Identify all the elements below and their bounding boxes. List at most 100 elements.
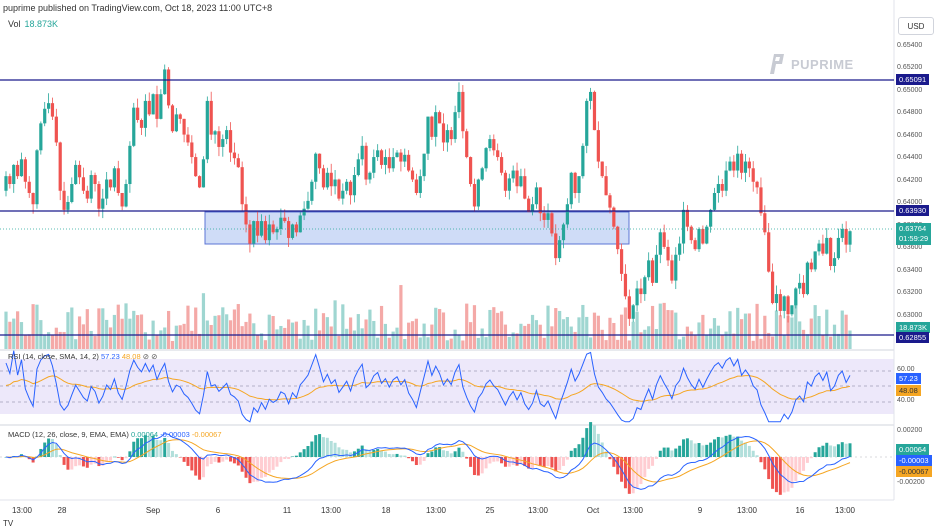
candle-body	[287, 221, 291, 238]
candle-body	[693, 240, 697, 250]
volume-bar	[805, 334, 810, 349]
macd-histogram-bar	[778, 457, 782, 495]
volume-bar	[678, 339, 682, 349]
candle-body	[639, 288, 643, 295]
eye-icon[interactable]: ⊘ ⊘	[142, 352, 158, 361]
volume-bar	[836, 333, 840, 349]
macd-histogram-bar	[140, 438, 144, 457]
macd-histogram-bar	[391, 454, 395, 457]
macd-histogram-bar	[279, 457, 283, 463]
volume-bar	[709, 328, 713, 349]
volume-bar	[66, 312, 70, 349]
macd-histogram-bar	[817, 447, 821, 457]
volume-bar	[461, 340, 465, 349]
macd-histogram-bar	[217, 457, 221, 463]
volume-bar	[449, 338, 453, 349]
macd-histogram-bar	[774, 457, 778, 493]
candle-body	[213, 131, 217, 135]
candle-body	[751, 168, 755, 182]
macd-histogram-bar	[724, 435, 728, 457]
time-label: 6	[215, 506, 221, 515]
time-label: 13:00	[736, 506, 758, 515]
rsi-legend[interactable]: RSI (14, close, SMA, 14, 2) 57.23 48.08 …	[8, 352, 157, 361]
macd-histogram-bar	[693, 443, 697, 457]
candle-body	[685, 209, 689, 227]
macd-histogram-bar	[666, 447, 670, 457]
macd-histogram-bar	[608, 457, 612, 460]
candle-body	[147, 100, 151, 115]
candle-body	[763, 213, 767, 233]
macd-histogram-bar	[562, 457, 566, 466]
macd-histogram-bar	[836, 444, 840, 457]
volume-bar	[430, 324, 434, 349]
macd-histogram-bar	[256, 457, 260, 482]
macd-legend[interactable]: MACD (12, 26, close, 9, EMA, EMA) 0.0006…	[8, 430, 222, 439]
candle-body	[105, 179, 109, 199]
candle-body	[461, 91, 465, 132]
volume-bar	[546, 305, 550, 349]
candle-body	[325, 172, 329, 188]
volume-bar	[306, 325, 310, 349]
volume-bar	[85, 309, 89, 349]
volume-bar	[147, 339, 151, 349]
candle-body	[619, 249, 624, 274]
macd-axis-top: 0.00200	[897, 427, 923, 434]
macd-histogram-bar	[124, 457, 128, 459]
volume-bar	[418, 337, 422, 349]
candle-body	[538, 187, 542, 214]
volume-bar	[290, 322, 295, 349]
candle-body	[186, 134, 190, 143]
volume-bar	[46, 332, 51, 349]
candle-body	[786, 296, 790, 315]
macd-histogram-bar	[589, 422, 593, 457]
candle-body	[832, 258, 837, 266]
candle-body	[35, 150, 39, 205]
macd-histogram-bar	[380, 451, 384, 457]
macd-histogram-bar	[302, 449, 306, 457]
candle-body	[236, 158, 240, 168]
macd-histogram-bar	[840, 442, 844, 457]
volume-bar	[271, 316, 275, 349]
candle-body	[616, 226, 620, 250]
macd-histogram-bar	[538, 457, 542, 467]
candle-body	[712, 193, 717, 210]
macd-hist-value: 0.00064	[130, 430, 159, 439]
volume-bar	[685, 326, 689, 349]
candle-body	[136, 107, 140, 120]
macd-histogram-bar	[515, 457, 519, 466]
volume-bar	[167, 310, 171, 349]
volume-bar	[341, 304, 345, 349]
volume-bar	[399, 285, 403, 349]
candle-body	[430, 116, 434, 137]
candle-body	[124, 184, 128, 207]
candle-body	[457, 91, 461, 113]
candle-body	[426, 116, 430, 154]
candle-body	[244, 204, 248, 225]
candle-body	[399, 152, 403, 162]
volume-bar	[693, 335, 697, 349]
currency-button[interactable]: USD	[898, 17, 934, 35]
volume-bar	[542, 337, 546, 349]
macd-histogram-bar	[511, 457, 515, 465]
candle-body	[809, 262, 813, 270]
volume-bar	[496, 312, 500, 349]
rsi-ma-line	[5, 375, 851, 402]
macd-histogram-bar	[314, 435, 318, 457]
candle-body	[209, 100, 213, 135]
candle-body	[314, 153, 318, 182]
macd-histogram-bar	[151, 435, 155, 457]
volume-bar	[403, 339, 407, 349]
candle-body	[496, 150, 500, 158]
candle-body	[182, 118, 186, 135]
candle-body	[58, 142, 62, 191]
candle-body	[569, 172, 573, 205]
volume-bar	[407, 322, 411, 349]
macd-histogram-bar	[411, 457, 415, 462]
volume-bar	[492, 307, 496, 349]
candle-body	[46, 103, 51, 109]
macd-histogram-bar	[325, 437, 329, 457]
volume-bar	[453, 329, 457, 349]
volume-bar	[27, 334, 31, 349]
